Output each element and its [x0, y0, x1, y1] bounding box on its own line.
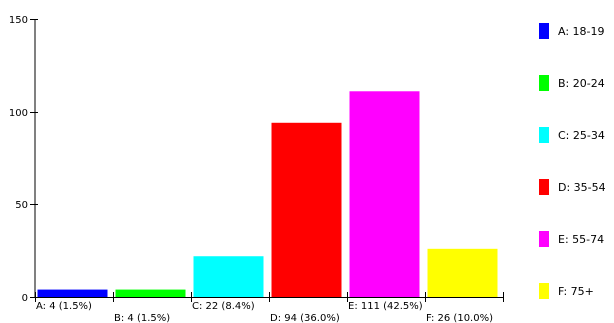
- legend-label-b: B: 20-24: [558, 77, 605, 90]
- bar-b: [115, 289, 186, 297]
- bar-f: [427, 248, 498, 297]
- y-axis: 0 50 100 150: [9, 15, 38, 304]
- legend-label-f: F: 75+: [558, 285, 594, 298]
- legend-label-d: D: 35-54: [558, 181, 606, 194]
- category-label-f: F: 26 (10.0%): [426, 313, 493, 323]
- category-label-d: D: 94 (36.0%): [270, 313, 340, 323]
- legend-swatch-a: [539, 23, 549, 39]
- category-label-a: A: 4 (1.5%): [36, 301, 92, 312]
- y-tick-label: 150: [9, 15, 28, 26]
- x-axis: [35, 292, 504, 302]
- legend-swatch-d: [539, 179, 549, 195]
- y-tick-label: 50: [15, 200, 28, 211]
- legend-swatch-c: [539, 127, 549, 143]
- category-label-c: C: 22 (8.4%): [192, 301, 255, 312]
- bar-a: [37, 289, 108, 297]
- legend-swatch-e: [539, 231, 549, 247]
- legend-swatch-b: [539, 75, 549, 91]
- y-tick-label: 0: [22, 293, 28, 304]
- category-label-e: E: 111 (42.5%): [348, 301, 423, 312]
- legend-label-a: A: 18-19: [558, 25, 605, 38]
- legend: A: 18-19 B: 20-24 C: 25-34 D: 35-54 E: 55-74…: [539, 23, 606, 299]
- legend-swatch-f: [539, 283, 549, 299]
- bars: [37, 91, 498, 297]
- category-label-b: B: 4 (1.5%): [114, 313, 170, 323]
- legend-label-e: E: 55-74: [558, 233, 604, 246]
- bar-c: [193, 256, 264, 297]
- y-tick-label: 100: [9, 108, 28, 119]
- legend-label-c: C: 25-34: [558, 129, 605, 142]
- bar-e: [349, 91, 420, 297]
- bar-d: [271, 122, 342, 297]
- category-labels: A: 4 (1.5%) B: 4 (1.5%) C: 22 (8.4%) D: 94 …: [36, 301, 493, 323]
